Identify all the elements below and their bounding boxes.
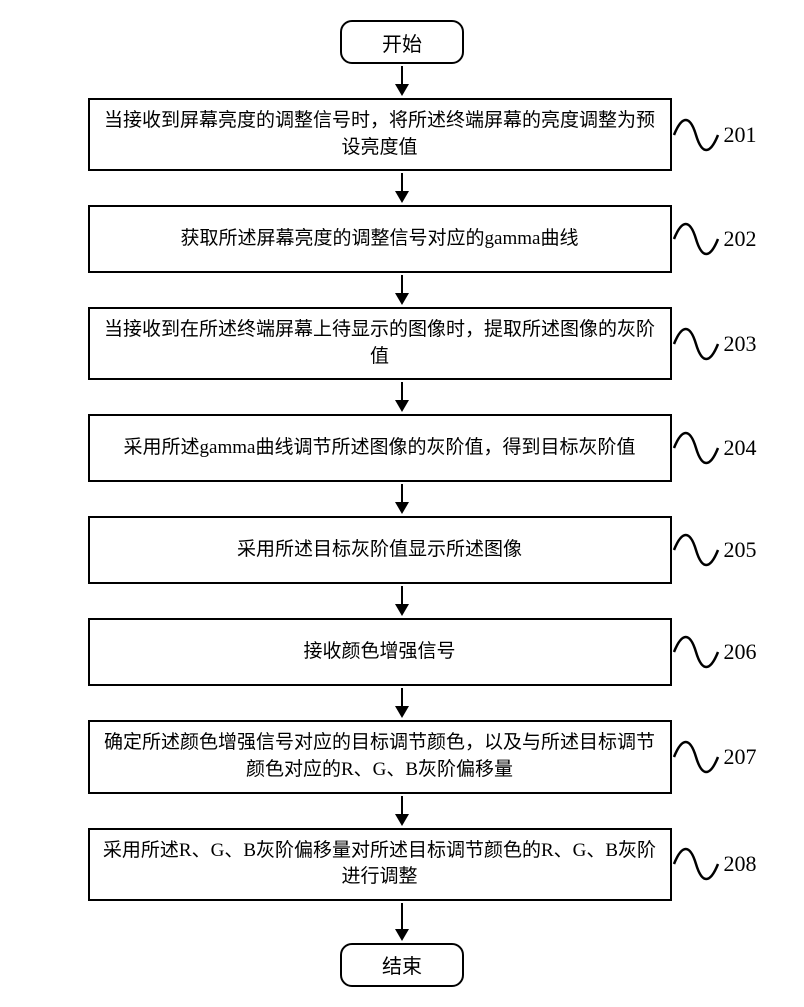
process-text: 获取所述屏幕亮度的调整信号对应的gamma曲线 (181, 226, 579, 253)
flow-step-row: 确定所述颜色增强信号对应的目标调节颜色，以及与所述目标调节颜色对应的R、G、B灰… (48, 720, 757, 793)
connector: 205 (672, 528, 757, 572)
process-text: 采用所述目标灰阶值显示所述图像 (237, 537, 522, 564)
end-terminator: 结束 (340, 943, 464, 987)
arrow (48, 903, 757, 941)
flow-step-row: 采用所述目标灰阶值显示所述图像 205 (48, 516, 757, 584)
connector: 202 (672, 217, 757, 261)
arrow (48, 173, 757, 203)
connector-curve (672, 113, 720, 157)
process-text: 当接收到屏幕亮度的调整信号时，将所述终端屏幕的亮度调整为预设亮度值 (100, 108, 660, 161)
connector: 207 (672, 735, 757, 779)
connector-curve (672, 217, 720, 261)
arrow (395, 66, 409, 96)
connector-curve (672, 322, 720, 366)
end-label: 结束 (382, 950, 422, 979)
process-box: 采用所述R、G、B灰阶偏移量对所述目标调节颜色的R、G、B灰阶进行调整 (88, 828, 672, 901)
connector-curve (672, 842, 720, 886)
arrow (48, 484, 757, 514)
step-number: 204 (724, 435, 757, 461)
connector: 201 (672, 113, 757, 157)
start-terminator: 开始 (340, 20, 464, 64)
step-number: 203 (724, 331, 757, 357)
connector-curve (672, 630, 720, 674)
step-number: 205 (724, 537, 757, 563)
flow-step-row: 接收颜色增强信号 206 (48, 618, 757, 686)
process-text: 采用所述gamma曲线调节所述图像的灰阶值，得到目标灰阶值 (124, 435, 636, 462)
start-label: 开始 (382, 28, 422, 57)
arrow (48, 382, 757, 412)
flow-step-row: 采用所述gamma曲线调节所述图像的灰阶值，得到目标灰阶值 204 (48, 414, 757, 482)
process-box: 当接收到屏幕亮度的调整信号时，将所述终端屏幕的亮度调整为预设亮度值 (88, 98, 672, 171)
process-box: 接收颜色增强信号 (88, 618, 672, 686)
connector: 206 (672, 630, 757, 674)
step-number: 201 (724, 122, 757, 148)
process-text: 接收颜色增强信号 (303, 639, 455, 666)
arrow (48, 275, 757, 305)
process-box: 采用所述gamma曲线调节所述图像的灰阶值，得到目标灰阶值 (88, 414, 672, 482)
arrow (48, 688, 757, 718)
arrow (48, 586, 757, 616)
flow-step-row: 当接收到在所述终端屏幕上待显示的图像时，提取所述图像的灰阶值 203 (48, 307, 757, 380)
step-number: 207 (724, 744, 757, 770)
process-text: 确定所述颜色增强信号对应的目标调节颜色，以及与所述目标调节颜色对应的R、G、B灰… (100, 730, 660, 783)
process-box: 确定所述颜色增强信号对应的目标调节颜色，以及与所述目标调节颜色对应的R、G、B灰… (88, 720, 672, 793)
flow-step-row: 采用所述R、G、B灰阶偏移量对所述目标调节颜色的R、G、B灰阶进行调整 208 (48, 828, 757, 901)
connector: 208 (672, 842, 757, 886)
step-number: 202 (724, 226, 757, 252)
process-text: 当接收到在所述终端屏幕上待显示的图像时，提取所述图像的灰阶值 (100, 317, 660, 370)
connector-curve (672, 735, 720, 779)
step-number: 206 (724, 639, 757, 665)
flowchart: 开始 当接收到屏幕亮度的调整信号时，将所述终端屏幕的亮度调整为预设亮度值 201… (22, 20, 782, 987)
connector: 203 (672, 322, 757, 366)
connector-curve (672, 426, 720, 470)
process-box: 采用所述目标灰阶值显示所述图像 (88, 516, 672, 584)
flow-step-row: 获取所述屏幕亮度的调整信号对应的gamma曲线 202 (48, 205, 757, 273)
process-box: 当接收到在所述终端屏幕上待显示的图像时，提取所述图像的灰阶值 (88, 307, 672, 380)
arrow (48, 796, 757, 826)
process-text: 采用所述R、G、B灰阶偏移量对所述目标调节颜色的R、G、B灰阶进行调整 (100, 838, 660, 891)
step-number: 208 (724, 851, 757, 877)
flow-step-row: 当接收到屏幕亮度的调整信号时，将所述终端屏幕的亮度调整为预设亮度值 201 (48, 98, 757, 171)
connector: 204 (672, 426, 757, 470)
process-box: 获取所述屏幕亮度的调整信号对应的gamma曲线 (88, 205, 672, 273)
connector-curve (672, 528, 720, 572)
